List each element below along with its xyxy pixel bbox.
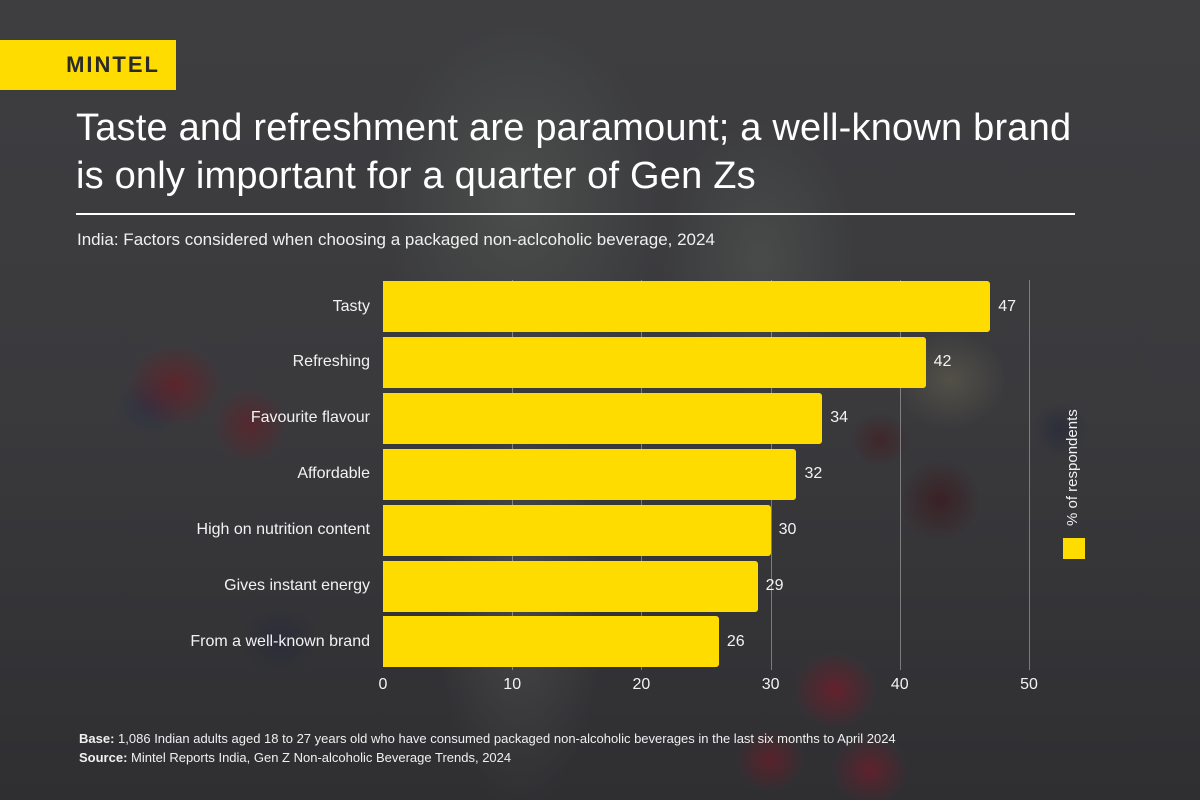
x-tick-label: 40 (890, 676, 909, 693)
x-tick-label: 10 (503, 676, 522, 693)
logo-text: MINTEL (66, 52, 160, 77)
title-divider (76, 213, 1075, 215)
gridline (1029, 280, 1030, 670)
chart-subtitle: India: Factors considered when choosing … (77, 230, 715, 249)
bar (383, 336, 926, 388)
bar (383, 616, 719, 668)
mintel-logo: MINTEL (0, 40, 176, 90)
page-title: Taste and refreshment are paramount; a w… (76, 107, 1072, 197)
source-text: Mintel Reports India, Gen Z Non-alcoholi… (131, 750, 512, 765)
base-label: Base: (79, 731, 115, 746)
x-tick-label: 30 (761, 676, 780, 693)
gridline (899, 280, 901, 670)
category-label: From a well-known brand (190, 632, 370, 650)
bar (383, 281, 991, 332)
x-tick-label: 0 (378, 676, 388, 693)
x-tick-label: 50 (1020, 676, 1038, 693)
x-tick-label: 20 (632, 676, 651, 693)
legend-swatch (1063, 538, 1085, 559)
value-label: 34 (830, 409, 849, 427)
base-text: 1,086 Indian adults aged 18 to 27 years … (118, 731, 896, 746)
legend-label: % of respondents (1064, 409, 1081, 526)
bar (383, 448, 797, 500)
footnote-source: Source: Mintel Reports India, Gen Z Non-… (79, 750, 511, 765)
footnote-base: Base: 1,086 Indian adults aged 18 to 27 … (79, 731, 896, 746)
category-label: High on nutrition content (196, 521, 370, 539)
bar (383, 392, 823, 444)
category-label: Gives instant energy (224, 577, 370, 594)
source-label: Source: (79, 750, 128, 765)
value-label: 32 (804, 465, 823, 483)
value-label: 42 (933, 353, 952, 371)
category-label: Affordable (297, 465, 370, 483)
bar (383, 560, 758, 612)
value-label: 47 (998, 297, 1017, 315)
value-label: 26 (726, 632, 745, 650)
value-label: 29 (765, 577, 784, 594)
bar (383, 504, 771, 556)
category-label: Favourite flavour (250, 409, 370, 427)
category-label: Tasty (332, 297, 370, 315)
category-label: Refreshing (292, 353, 370, 371)
value-label: 30 (778, 521, 797, 539)
